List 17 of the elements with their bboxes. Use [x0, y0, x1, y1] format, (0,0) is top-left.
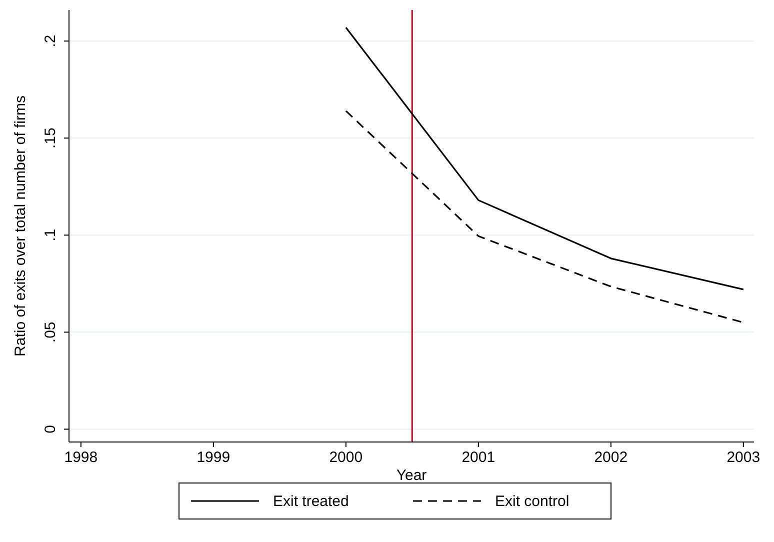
line-series	[345, 26, 744, 290]
line-series	[345, 110, 744, 324]
x-tick-label: 2000	[329, 449, 363, 466]
y-tick-label: .05	[42, 322, 59, 343]
legend-label: Exit treated	[273, 493, 349, 510]
x-tick-label: 2002	[594, 449, 628, 466]
y-tick-label: 0	[42, 425, 59, 434]
x-tick-label: 2003	[726, 449, 760, 466]
x-tick-label: 1999	[196, 449, 230, 466]
y-axis-title: Ratio of exits over total number of firms	[12, 96, 29, 356]
y-tick-label: .15	[42, 128, 59, 149]
y-tick-label: .1	[42, 228, 59, 242]
x-tick-label: 2001	[462, 449, 496, 466]
y-tick-label: .2	[42, 34, 59, 48]
x-tick-label: 1998	[64, 449, 98, 466]
x-axis-title: Year	[396, 467, 427, 484]
legend-label: Exit control	[495, 493, 570, 510]
